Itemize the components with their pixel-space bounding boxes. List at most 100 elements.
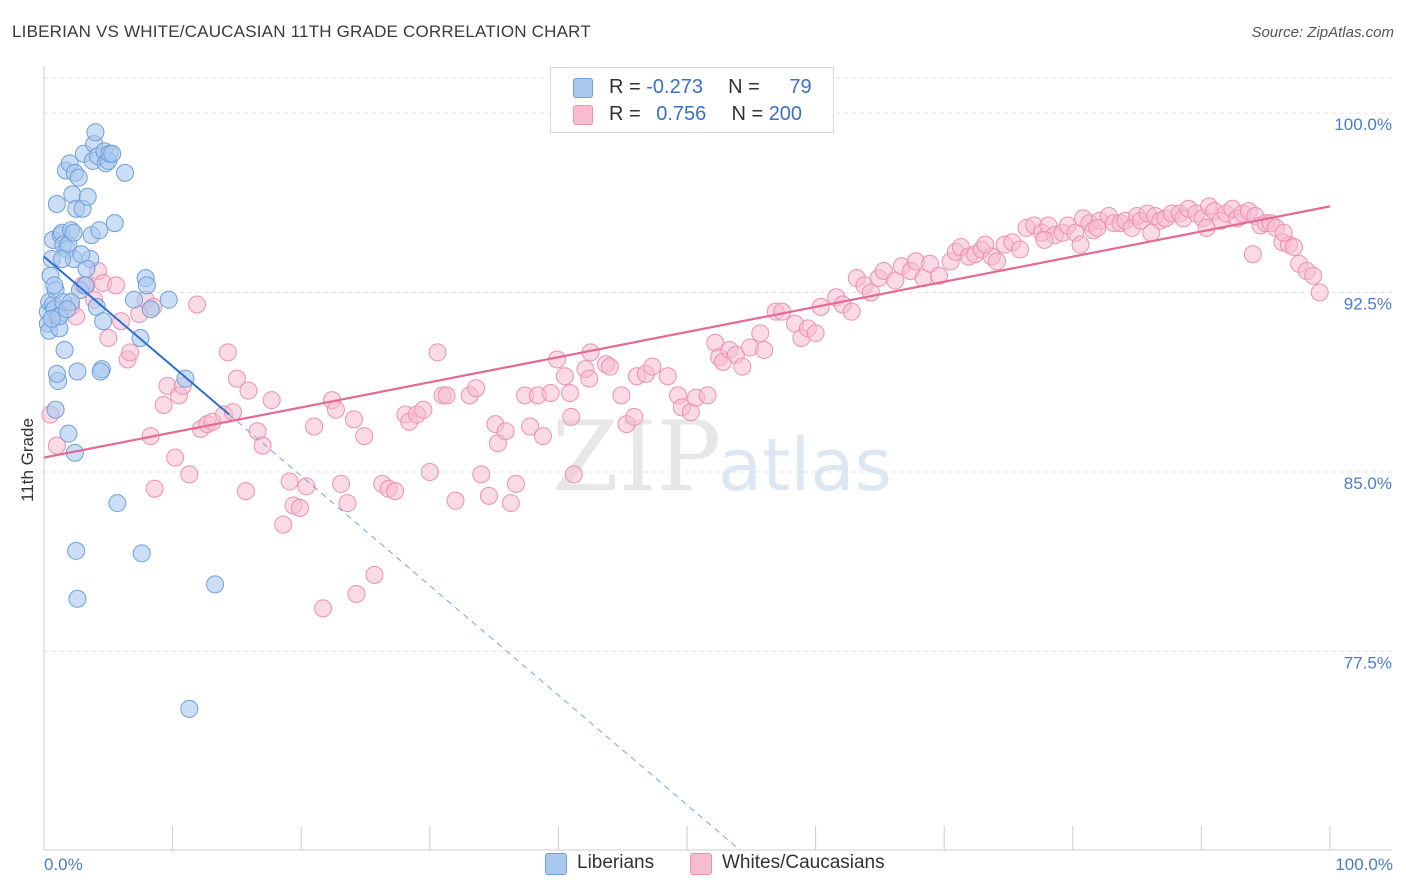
liberians-point (206, 575, 225, 594)
whites-point (344, 410, 363, 429)
liberians-point (108, 494, 127, 513)
whites-point (145, 479, 164, 498)
correlation-legend: R = -0.273 N = 79 R = 0.756 N = 200 (550, 67, 834, 133)
whites-point (355, 427, 374, 446)
whites-point (1088, 218, 1107, 237)
liberians-trend-line (43, 255, 230, 416)
whites-point (236, 482, 255, 501)
whites-point (806, 324, 825, 343)
liberians-point (58, 300, 77, 319)
whites-point (326, 400, 345, 419)
whites-point (420, 462, 439, 481)
whites-point (227, 369, 246, 388)
whites-point (479, 486, 498, 505)
source-label: Source: ZipAtlas.com (1251, 24, 1394, 41)
liberians-point (46, 400, 65, 419)
liberians-point (94, 312, 113, 331)
liberians-swatch (545, 853, 567, 875)
y-axis-label: 11th Grade (18, 418, 37, 502)
legend-n-value: 79 (789, 76, 812, 98)
liberians-label: Liberians (577, 852, 655, 873)
liberians-point (69, 168, 88, 187)
whites-point (107, 276, 126, 295)
liberians-point (91, 362, 110, 381)
whites-point (274, 515, 293, 534)
whites-point (1243, 245, 1262, 264)
legend-r-label: R = (609, 76, 647, 98)
whites-point (612, 386, 631, 405)
watermark: ZIP atlas (552, 401, 892, 513)
whites-point (555, 367, 574, 386)
whites-point (733, 357, 752, 376)
legend-r-value: -0.273 (646, 76, 703, 98)
whites-point (930, 266, 949, 285)
axes (43, 66, 1392, 851)
whites-point (501, 494, 520, 513)
whites-point (121, 343, 140, 362)
whites-point (1197, 218, 1216, 237)
liberians-point (141, 300, 160, 319)
liberians-point (42, 309, 61, 328)
whites-point (751, 324, 770, 343)
whites-point (437, 386, 456, 405)
whites-caucasians-series (41, 197, 1329, 618)
whites-point (386, 482, 405, 501)
y-tick-label: 85.0% (1344, 474, 1392, 493)
whites-point (506, 474, 525, 493)
whites-point (218, 343, 237, 362)
whites-point (921, 254, 940, 273)
liberians-point (132, 544, 151, 563)
liberians-point (68, 589, 87, 608)
whites-point (338, 494, 357, 513)
whites-point (154, 395, 173, 414)
whites-point (1284, 238, 1303, 257)
whites-point (188, 295, 207, 314)
liberians-point (137, 276, 156, 295)
whites-point (1035, 230, 1054, 249)
whites-point (472, 465, 491, 484)
y-tick-label: 100.0% (1334, 115, 1392, 134)
whites-point (987, 252, 1006, 271)
legend-swatch-whites (573, 105, 593, 125)
whites-point (541, 384, 560, 403)
y-tick-label: 92.5% (1344, 295, 1392, 314)
whites-trend-line (43, 205, 1331, 459)
legend-n-label: N = (731, 103, 769, 125)
whites-point (600, 357, 619, 376)
whites-point (297, 477, 316, 496)
whites-point (166, 448, 185, 467)
whites-point (314, 599, 333, 618)
whites-swatch (690, 853, 712, 875)
liberians-point (86, 123, 105, 142)
whites-point (99, 328, 118, 347)
whites-point (347, 584, 366, 603)
whites-point (1071, 235, 1090, 254)
liberians-point (64, 223, 83, 242)
liberians-point (125, 290, 144, 309)
whites-point (1274, 223, 1293, 242)
legend-n-label: N = (728, 76, 766, 98)
whites-point (842, 302, 861, 321)
liberians-point (59, 424, 78, 443)
liberians-trend-extension (228, 414, 737, 847)
liberians-point (68, 362, 87, 381)
whites-label: Whites/Caucasians (722, 852, 885, 873)
liberians-point (159, 290, 178, 309)
whites-point (253, 436, 272, 455)
whites-point (446, 491, 465, 510)
liberians-point (180, 699, 199, 718)
liberians-point (72, 245, 91, 264)
chart-title: LIBERIAN VS WHITE/CAUCASIAN 11TH GRADE C… (12, 22, 591, 41)
legend-r-label: R = (609, 103, 647, 125)
legend-swatch-liberians (573, 78, 593, 98)
trend-lines (43, 205, 1331, 847)
liberians-point (67, 541, 86, 560)
liberians-point (105, 214, 124, 233)
whites-point (467, 379, 486, 398)
whites-point (643, 357, 662, 376)
liberians-point (55, 340, 74, 359)
whites-point (698, 386, 717, 405)
whites-point (262, 391, 281, 410)
whites-point (428, 343, 447, 362)
